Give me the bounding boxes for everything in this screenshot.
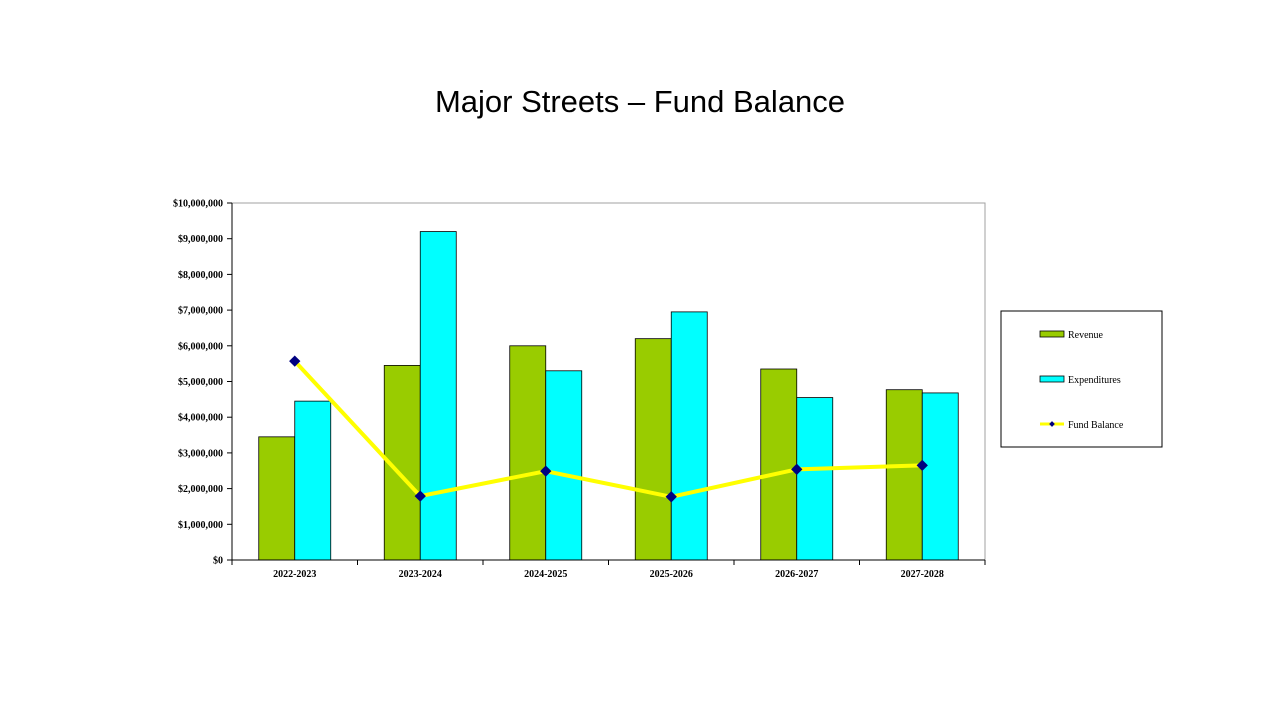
bar-revenue-2027-2028 [885,389,923,561]
bar-revenue-2025-2026 [634,338,672,561]
legend-swatch-expenditures [1039,375,1065,383]
bar-expenditures-2022-2023 [294,400,332,561]
y-tick-label: $7,000,000 [178,306,223,317]
y-tick-label: $0 [213,556,223,567]
x-tick-label: 2025-2026 [650,569,693,580]
legend: Revenue Expenditures Fund Balance [1000,310,1163,448]
point-fund-balance-2027-2028 [916,459,928,472]
line-fund-balance [293,359,923,499]
y-tick-label: $6,000,000 [178,341,223,352]
y-tick-label: $9,000,000 [178,234,223,245]
y-tick-label: $2,000,000 [178,484,223,495]
y-tick-label: $8,000,000 [178,270,223,281]
bar-series-group [258,231,959,561]
y-tick-label: $1,000,000 [178,520,223,531]
x-tick-label: 2022-2023 [273,569,316,580]
x-tick-label: 2023-2024 [399,569,442,580]
point-fund-balance-2022-2023 [289,355,301,367]
legend-label-revenue: Revenue [1068,330,1104,341]
y-tick-label: $4,000,000 [178,413,223,424]
y-tick-label: $10,000,000 [173,199,223,210]
y-tick-label: $5,000,000 [178,377,223,388]
x-tick-label: 2026-2027 [775,569,818,580]
x-tick-label: 2027-2028 [901,569,944,580]
axes-group: $0 $1,000,000 $2,000,000 $3,000,000 $4,000,0… [173,199,986,580]
point-fund-balance-2026-2027 [791,463,803,475]
bar-expenditures-2024-2025 [545,370,583,561]
chart-title: Major Streets – Fund Balance [434,84,846,119]
plot-area [231,202,986,561]
bar-expenditures-2025-2026 [670,311,708,561]
y-tick-label: $3,000,000 [178,448,223,459]
x-tick-label: 2024-2025 [524,569,567,580]
point-fund-balance-2024-2025 [540,465,552,477]
legend-box [1000,310,1163,448]
point-fund-balance-2023-2024 [414,490,426,502]
legend-label-fund-balance: Fund Balance [1068,420,1124,431]
legend-label-expenditures: Expenditures [1068,375,1121,386]
bar-expenditures-2027-2028 [921,392,959,561]
point-fund-balance-2025-2026 [665,491,677,503]
bar-expenditures-2023-2024 [419,231,457,561]
legend-swatch-fund-balance-marker [1049,421,1055,427]
bar-revenue-2022-2023 [258,436,296,561]
bar-revenue-2024-2025 [509,345,547,561]
bar-expenditures-2026-2027 [796,397,834,561]
bar-revenue-2026-2027 [760,368,798,561]
legend-swatch-revenue [1039,330,1065,338]
line-series-group [289,355,928,503]
